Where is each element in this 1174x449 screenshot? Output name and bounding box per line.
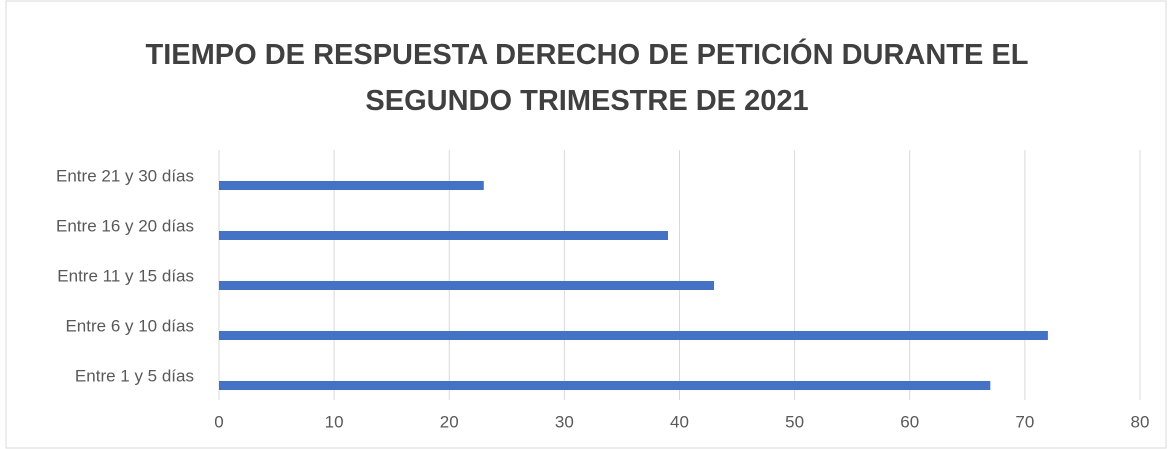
chart-title: TIEMPO DE RESPUESTA DERECHO DE PETICIÓN … <box>145 39 1029 117</box>
x-tick-label: 10 <box>325 412 344 431</box>
bar <box>219 331 1048 340</box>
x-tick-label: 30 <box>555 412 574 431</box>
bar <box>219 231 668 240</box>
x-tick-label: 70 <box>1015 412 1034 431</box>
x-tick-label: 60 <box>900 412 919 431</box>
x-tick-label: 40 <box>670 412 689 431</box>
y-tick-label: Entre 11 y 15 días <box>57 266 194 285</box>
y-tick-label: Entre 16 y 20 días <box>56 216 194 235</box>
x-tick-label: 0 <box>214 412 223 431</box>
y-tick-label: Entre 21 y 30 días <box>56 166 194 185</box>
bar <box>219 281 715 290</box>
chart-border <box>5 0 1167 449</box>
x-tick-label: 50 <box>785 412 804 431</box>
bar <box>219 381 991 390</box>
y-tick-label: Entre 1 y 5 días <box>75 366 194 385</box>
bar <box>219 181 484 190</box>
y-tick-label: Entre 6 y 10 días <box>65 316 194 335</box>
x-tick-label: 80 <box>1131 412 1150 431</box>
x-tick-label: 20 <box>440 412 459 431</box>
